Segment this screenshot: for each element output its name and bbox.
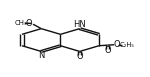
Text: O: O — [76, 53, 83, 61]
Text: O: O — [104, 46, 111, 55]
Text: C₂H₅: C₂H₅ — [120, 42, 135, 48]
Text: O: O — [25, 19, 32, 27]
Text: CH₃: CH₃ — [15, 20, 28, 26]
Text: O: O — [113, 40, 120, 49]
Text: HN: HN — [73, 20, 86, 29]
Text: N: N — [38, 51, 44, 60]
